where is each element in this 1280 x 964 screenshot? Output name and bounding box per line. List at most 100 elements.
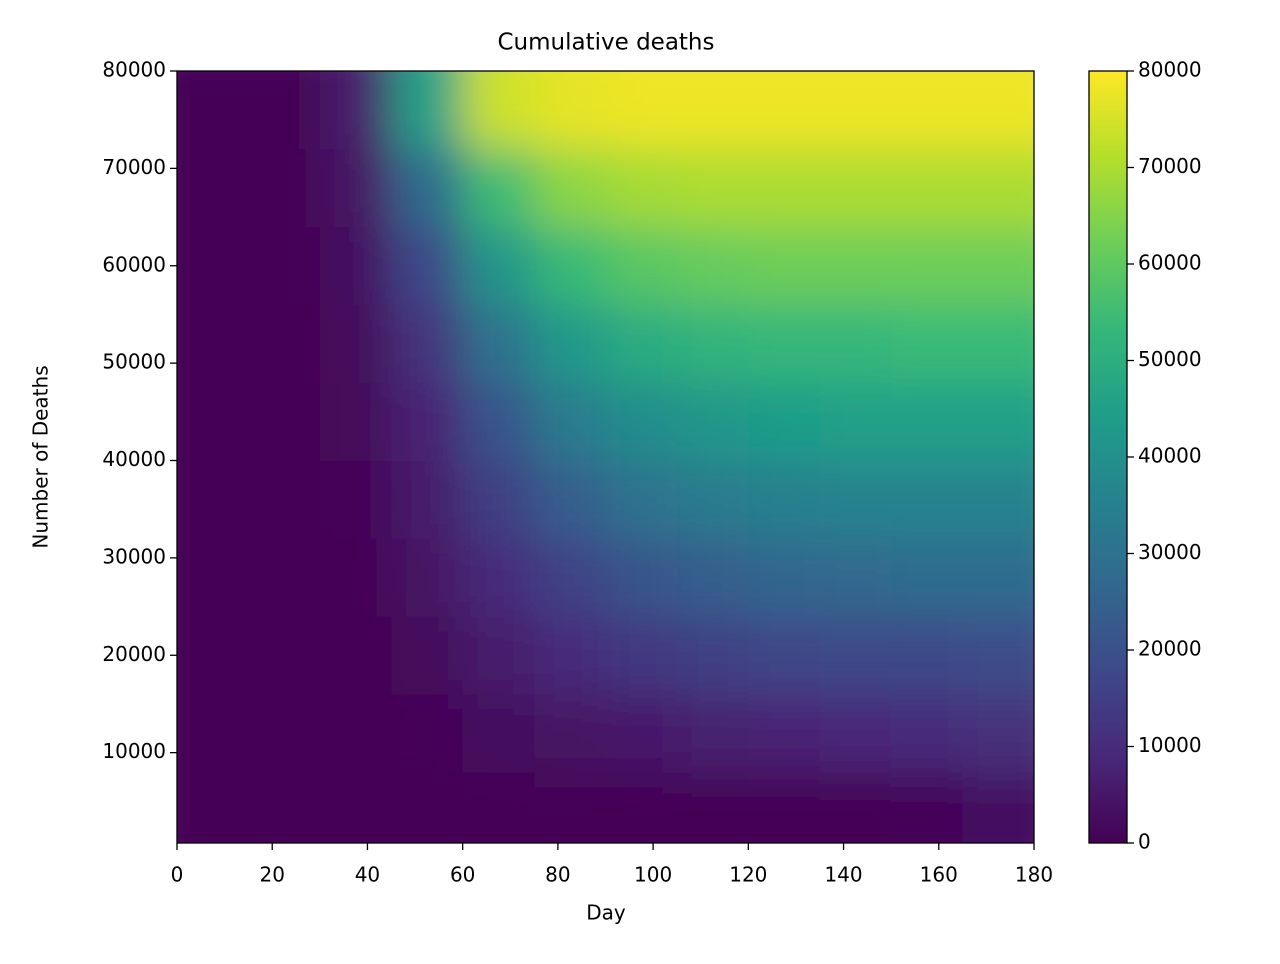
heatmap-cell: [891, 616, 964, 695]
colorbar-tick-label: 40000: [1138, 444, 1202, 468]
heatmap-cell: [748, 226, 821, 306]
y-tick-label: 70000: [102, 155, 166, 179]
y-axis-label: Number of Deaths: [29, 365, 53, 548]
heatmap-cell: [248, 304, 321, 384]
heatmap-cell: [605, 538, 678, 617]
heatmap-cell: [248, 148, 321, 228]
heatmap-cell: [676, 71, 749, 150]
heatmap-cell: [462, 226, 535, 306]
heatmap-cell: [605, 382, 678, 462]
heatmap-cell: [819, 304, 892, 384]
heatmap-cell: [748, 148, 821, 228]
heatmap-cell: [676, 304, 749, 384]
x-axis-label: Day: [586, 901, 626, 925]
heatmap-cell: [248, 772, 321, 843]
heatmap-cell: [534, 460, 606, 539]
colorbar-tick-label: 20000: [1138, 637, 1202, 661]
heatmap-cell: [748, 772, 821, 843]
heatmap-cell: [534, 382, 606, 462]
heatmap-cell: [819, 148, 892, 228]
heatmap-cell: [248, 460, 321, 539]
heatmap-cell: [891, 226, 964, 306]
heatmap-cell: [819, 382, 892, 462]
heatmap-cell: [676, 148, 749, 228]
heatmap-cell: [248, 538, 321, 617]
heatmap-cell: [962, 304, 1034, 384]
heatmap-cell: [248, 382, 321, 462]
heatmap-cell: [605, 304, 678, 384]
heatmap-cell: [319, 538, 392, 617]
x-tick-label: 0: [171, 863, 184, 887]
heatmap-cell: [319, 304, 392, 384]
heatmap-cell: [534, 616, 606, 695]
heatmap-cell: [462, 71, 535, 150]
heatmap-cell: [891, 71, 964, 150]
heatmap-cell: [177, 460, 249, 539]
heatmap-cell: [177, 304, 249, 384]
heatmap-cell: [391, 226, 464, 306]
heatmap-cell: [962, 382, 1034, 462]
heatmap-cell: [676, 694, 749, 773]
heatmap-cell: [605, 694, 678, 773]
colorbar-tick-label: 70000: [1138, 154, 1202, 178]
chart-title: Cumulative deaths: [497, 30, 714, 56]
heatmap-cell: [891, 694, 964, 773]
heatmap-cell: [962, 71, 1034, 150]
heatmap-cell: [962, 460, 1034, 539]
heatmap-cell: [177, 772, 249, 843]
heatmap-cell: [605, 460, 678, 539]
heatmap-cell: [534, 538, 606, 617]
heatmap-cell: [605, 616, 678, 695]
heatmap-cell: [748, 460, 821, 539]
heatmap-cell: [748, 304, 821, 384]
heatmap-cell: [605, 226, 678, 306]
heatmap-cell: [962, 226, 1034, 306]
x-tick-label: 100: [634, 863, 672, 887]
x-tick-label: 60: [450, 863, 475, 887]
colorbar-tick-label: 50000: [1138, 347, 1202, 371]
heatmap-cell: [319, 71, 392, 150]
heatmap-cell: [891, 148, 964, 228]
colorbar-tick-label: 60000: [1138, 251, 1202, 275]
heatmap-cell: [462, 460, 535, 539]
heatmap-cell: [676, 538, 749, 617]
heatmap-cell: [391, 148, 464, 228]
heatmap-cell: [605, 148, 678, 228]
heatmap-cell: [676, 382, 749, 462]
heatmap-cell: [891, 772, 964, 843]
heatmap-cell: [962, 694, 1034, 773]
heatmap-cell: [534, 694, 606, 773]
heatmap-cell: [177, 616, 249, 695]
heatmap-cell: [748, 538, 821, 617]
x-tick-label: 160: [920, 863, 958, 887]
heatmap-cell: [962, 616, 1034, 695]
heatmap-cell: [676, 772, 749, 843]
heatmap-cell: [462, 772, 535, 843]
y-tick-label: 40000: [102, 447, 166, 471]
heatmap-cell: [248, 694, 321, 773]
heatmap-cell: [177, 694, 249, 773]
heatmap-cell: [462, 694, 535, 773]
heatmap-cell: [819, 226, 892, 306]
heatmap-cell: [177, 71, 249, 150]
x-tick-label: 20: [259, 863, 284, 887]
heatmap-cell: [962, 772, 1034, 843]
heatmap-cell: [248, 226, 321, 306]
heatmap-cell: [962, 148, 1034, 228]
heatmap-cell: [391, 460, 464, 539]
heatmap-cell: [319, 148, 392, 228]
heatmap-cell: [248, 616, 321, 695]
heatmap-cell: [319, 694, 392, 773]
plot-frame: [176, 70, 1035, 844]
colorbar: [1088, 70, 1128, 844]
x-tick-label: 180: [1015, 863, 1053, 887]
heatmap-cell: [534, 772, 606, 843]
heatmap-cell: [462, 148, 535, 228]
x-tick-label: 80: [545, 863, 570, 887]
heatmap-cell: [462, 538, 535, 617]
y-tick-label: 30000: [102, 544, 166, 568]
heatmap-cell: [391, 772, 464, 843]
heatmap-cell: [748, 382, 821, 462]
heatmap-cell: [891, 382, 964, 462]
